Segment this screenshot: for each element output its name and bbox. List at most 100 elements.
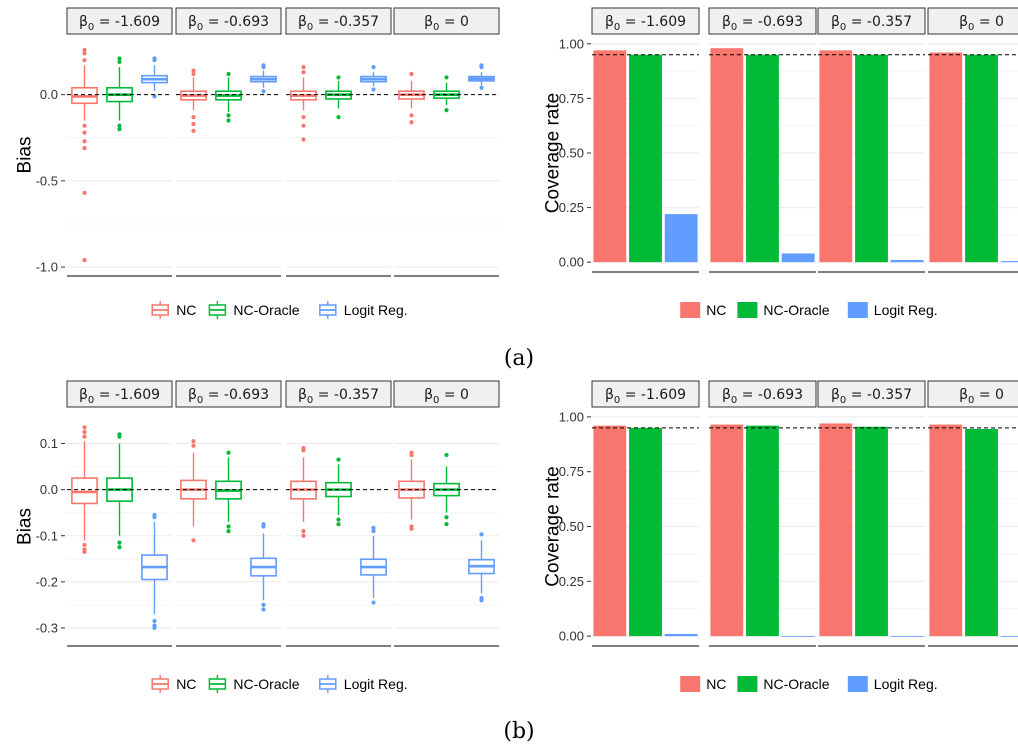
bar-logit-reg- bbox=[1000, 261, 1018, 263]
panel-label-b: (b) bbox=[503, 719, 534, 744]
box-nc-oracle-outlier bbox=[336, 75, 341, 80]
y-tick-label: -0.5 bbox=[36, 173, 58, 188]
box-nc-oracle-outlier bbox=[117, 434, 122, 439]
facet-strip bbox=[175, 7, 282, 35]
bar-nc bbox=[819, 50, 853, 263]
facet-strip bbox=[175, 380, 282, 408]
box-nc-outlier bbox=[191, 128, 196, 133]
legend-label-nc: NC bbox=[176, 676, 196, 692]
box-nc-outlier bbox=[301, 448, 306, 453]
box-nc-outlier bbox=[82, 258, 87, 263]
box-nc-oracle-outlier bbox=[336, 517, 341, 522]
box-nc-outlier bbox=[191, 538, 196, 543]
box-nc-outlier bbox=[82, 190, 87, 196]
bar-nc-oracle bbox=[965, 54, 998, 263]
box-logit-reg--outlier bbox=[261, 602, 266, 607]
y-tick-label: 1.00 bbox=[559, 36, 584, 51]
box-nc-outlier bbox=[82, 130, 87, 135]
box-logit-reg--outlier bbox=[479, 64, 484, 70]
facet-strip-label: β0 = -0.693 bbox=[188, 387, 269, 406]
y-axis-title: Bias bbox=[15, 508, 36, 545]
facet-strip bbox=[393, 380, 500, 408]
box-nc-outlier bbox=[301, 123, 306, 128]
facet-strip-label: β0 = 0 bbox=[959, 387, 1004, 406]
y-tick-label: 0.50 bbox=[559, 519, 584, 534]
legend-key-nc-oracle bbox=[737, 302, 758, 318]
bar-nc bbox=[710, 424, 744, 637]
box-nc-outlier bbox=[301, 70, 306, 75]
bar-nc-oracle bbox=[746, 54, 779, 263]
facet-strip-label: β0 = -0.357 bbox=[831, 387, 912, 406]
y-tick-label: 1.00 bbox=[559, 409, 584, 424]
y-tick-label: 0.0 bbox=[40, 482, 58, 497]
legend-label-nc-oracle: NC-Oracle bbox=[233, 676, 299, 692]
facet-strip-label: β0 = -1.609 bbox=[79, 387, 160, 406]
box-nc-oracle-outlier bbox=[336, 522, 341, 527]
legend-label-nc-oracle: NC-Oracle bbox=[763, 676, 829, 692]
y-tick-label: 0.50 bbox=[559, 146, 584, 161]
legend-label-nc-oracle: NC-Oracle bbox=[763, 302, 829, 318]
y-axis-title: Coverage rate bbox=[543, 93, 564, 213]
box-nc-outlier bbox=[82, 51, 87, 56]
facet-strip bbox=[927, 7, 1018, 35]
bar-nc bbox=[929, 52, 963, 263]
legend-key-logit-reg bbox=[847, 676, 868, 692]
box-nc-oracle-outlier bbox=[117, 545, 122, 550]
bar-logit-reg- bbox=[781, 253, 815, 263]
box-logit-reg--outlier bbox=[152, 618, 157, 624]
y-tick-label: -1.0 bbox=[36, 260, 58, 275]
box-nc-outlier bbox=[82, 434, 87, 439]
box-logit-reg--outlier bbox=[152, 94, 157, 99]
box-logit-reg--outlier bbox=[152, 58, 157, 63]
legend-key-nc bbox=[680, 676, 701, 692]
box-nc-oracle-outlier bbox=[226, 71, 231, 77]
box-logit-reg--outlier bbox=[479, 532, 484, 537]
facet-strip-label: β0 = -0.693 bbox=[722, 14, 803, 33]
box-nc-outlier bbox=[191, 439, 196, 444]
box-logit-reg--outlier bbox=[371, 64, 376, 70]
box-logit-reg--outlier bbox=[261, 524, 266, 529]
box-nc-outlier bbox=[191, 114, 196, 120]
box-nc-outlier bbox=[301, 533, 306, 538]
box-nc-oracle-outlier bbox=[117, 127, 122, 132]
box-nc-oracle-outlier bbox=[226, 524, 231, 529]
facet-strip bbox=[817, 7, 926, 35]
bar-nc bbox=[819, 423, 853, 637]
box-nc-outlier bbox=[409, 526, 414, 531]
box-nc-outlier bbox=[82, 123, 87, 128]
facet-strip-label: β0 = -0.693 bbox=[722, 387, 803, 406]
y-tick-label: 0.25 bbox=[559, 200, 584, 215]
legend-label-logit-reg: Logit Reg. bbox=[344, 676, 408, 692]
facet-strip bbox=[927, 380, 1018, 408]
bar-logit-reg- bbox=[781, 636, 815, 637]
box-nc-outlier bbox=[82, 58, 87, 63]
bar-nc-oracle bbox=[629, 54, 662, 263]
bar-logit-reg- bbox=[890, 259, 924, 263]
legend-label-nc: NC bbox=[706, 302, 726, 318]
y-tick-label: 0.75 bbox=[559, 91, 584, 106]
y-tick-label: 0.25 bbox=[559, 574, 584, 589]
box-nc-outlier bbox=[82, 542, 87, 548]
bar-nc bbox=[593, 425, 627, 637]
box-nc-oracle-outlier bbox=[117, 56, 122, 61]
box-nc-oracle-outlier bbox=[336, 457, 341, 462]
box-nc-oracle-outlier bbox=[117, 59, 122, 65]
bar-nc-oracle bbox=[965, 428, 998, 637]
box-nc-oracle-outlier bbox=[117, 123, 122, 128]
box-nc-outlier bbox=[409, 113, 414, 118]
y-axis-title: Coverage rate bbox=[543, 466, 564, 586]
box-nc-oracle-outlier bbox=[444, 75, 449, 80]
box-logit-reg--outlier bbox=[261, 89, 266, 94]
box-nc-oracle-outlier bbox=[444, 452, 449, 458]
box-nc-oracle-outlier bbox=[444, 108, 449, 113]
box-nc-outlier bbox=[82, 139, 87, 144]
facet-strip bbox=[591, 380, 700, 408]
box-nc-outlier bbox=[82, 146, 87, 151]
box-logit-reg--outlier bbox=[261, 64, 266, 70]
box-nc-outlier bbox=[301, 114, 306, 120]
box-logit-reg--outlier bbox=[371, 87, 376, 92]
box-nc-outlier bbox=[82, 429, 87, 435]
box-nc-outlier bbox=[191, 71, 196, 77]
facet-strip-label: β0 = 0 bbox=[424, 14, 469, 33]
box-nc-outlier bbox=[409, 71, 414, 77]
